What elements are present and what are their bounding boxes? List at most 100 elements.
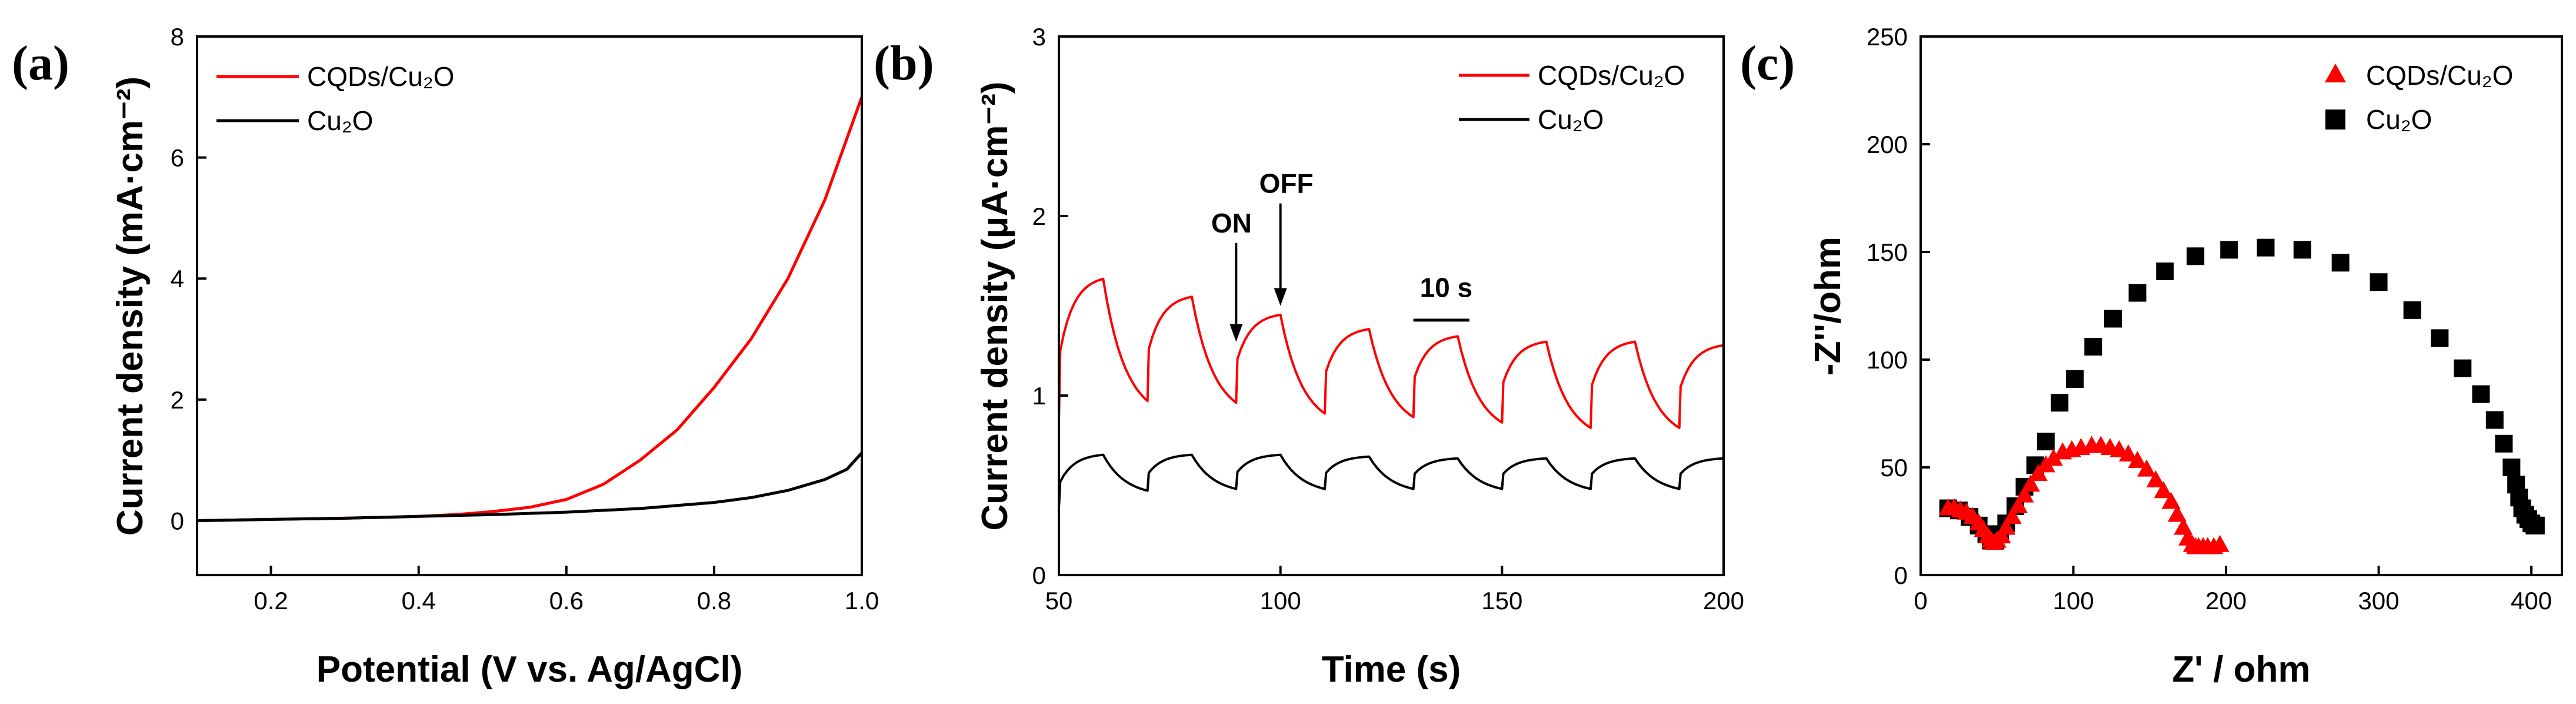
- data-point-square: [2156, 262, 2174, 280]
- y-tick-label: 50: [1880, 454, 1908, 481]
- panel-c-legend: CQDs/Cu₂O Cu₂O: [2325, 60, 2513, 135]
- panel-b-x-axis-title: Time (s): [1322, 649, 1461, 690]
- series-line-cqds-cu2o: [1058, 277, 1724, 429]
- x-tick-label: 400: [2511, 587, 2552, 615]
- x-tick-label: 0.6: [549, 587, 584, 615]
- on-arrow-head: [1229, 324, 1243, 342]
- y-tick-label: 2: [1032, 202, 1046, 230]
- data-point-triangle: [2161, 492, 2181, 509]
- data-point-square: [2403, 301, 2421, 319]
- y-tick-label: 150: [1867, 238, 1908, 266]
- panel-a-x-ticks: 0.2 0.4 0.6 0.8 1.0: [254, 566, 879, 615]
- x-tick-label: 0.8: [697, 587, 731, 615]
- series-line-cu2o: [196, 451, 863, 522]
- x-tick-label: 200: [2205, 587, 2247, 615]
- panel-a-legend: CQDs/Cu₂O Cu₂O: [216, 61, 454, 136]
- legend-marker-triangle: [2325, 64, 2346, 82]
- y-tick-label: 3: [1032, 23, 1046, 51]
- data-point-triangle: [2044, 449, 2063, 466]
- data-point-triangle: [2009, 496, 2028, 513]
- panel-b-y-ticks: 0 1 2 3: [1032, 23, 1068, 589]
- panel-c: (c) 0 100 200 300 400 0 50 100 150 200 250 Z' / o…: [1740, 23, 2563, 690]
- x-tick-label: 200: [1703, 587, 1744, 615]
- data-point-square: [2257, 238, 2275, 257]
- data-point-square: [2293, 241, 2311, 259]
- data-point-square: [2485, 411, 2504, 429]
- panel-a-y-axis-title: Current density (mA·cm⁻²): [110, 77, 151, 536]
- data-point-square: [2084, 338, 2102, 356]
- panel-a: (a) 0.2 0.4 0.6 0.8 1.0 0 2 4 6 8 Potential (V v…: [12, 23, 879, 690]
- data-point-triangle: [2128, 451, 2147, 469]
- legend-label-cqds: CQDs/Cu₂O: [2366, 60, 2513, 91]
- on-annotation-label: ON: [1211, 208, 1252, 238]
- y-tick-label: 100: [1867, 346, 1908, 374]
- data-point-square: [2066, 370, 2084, 388]
- panel-b-label: (b): [874, 36, 934, 91]
- data-point-triangle: [2137, 459, 2157, 477]
- panel-c-plot-area: [1938, 238, 2545, 554]
- panel-b-frame: [1058, 35, 1725, 576]
- data-point-triangle: [2028, 463, 2048, 481]
- data-point-square: [2220, 241, 2238, 259]
- y-tick-label: 6: [171, 144, 184, 172]
- panel-b: (b) 50 100 150 200 0 1 2 3 Time (s) Current de…: [874, 23, 1744, 690]
- data-point-triangle: [2154, 481, 2173, 499]
- data-point-triangle: [2002, 507, 2022, 524]
- data-point-square: [2527, 516, 2545, 534]
- panel-b-annotations: ON OFF 10 s: [1211, 168, 1472, 342]
- y-tick-label: 4: [171, 265, 184, 293]
- x-tick-label: 100: [1260, 587, 1301, 615]
- x-tick-label: 50: [1045, 587, 1073, 615]
- data-point-square: [2454, 359, 2472, 377]
- panel-a-y-ticks: 0 2 4 6 8: [171, 23, 206, 534]
- y-tick-label: 0: [171, 507, 184, 534]
- legend-label-cqds: CQDs/Cu₂O: [307, 61, 454, 92]
- x-tick-label: 0.4: [401, 587, 435, 615]
- data-point-square: [2187, 247, 2205, 265]
- data-point-square: [2502, 459, 2521, 476]
- series-line-cu2o: [1058, 453, 1724, 509]
- panel-c-x-ticks: 0 100 200 300 400: [1914, 566, 2552, 615]
- panel-a-label: (a): [12, 36, 69, 91]
- y-tick-label: 0: [1894, 562, 1908, 589]
- y-tick-label: 2: [171, 386, 184, 414]
- panel-c-frame: [1919, 35, 2563, 576]
- panel-b-plot-area: [1058, 277, 1724, 509]
- data-point-triangle: [2118, 444, 2138, 462]
- panel-c-y-axis-title: -Z''/ohm: [1808, 237, 1848, 376]
- panel-b-x-ticks: 50 100 150 200: [1045, 566, 1744, 615]
- data-point-triangle: [2021, 474, 2040, 492]
- data-point-square: [2331, 254, 2350, 272]
- panel-a-frame: [196, 35, 863, 576]
- x-tick-label: 100: [2052, 587, 2094, 615]
- panel-c-y-ticks: 0 50 100 150 200 250: [1867, 23, 1930, 589]
- data-point-triangle: [2015, 485, 2034, 503]
- data-point-triangle: [2168, 504, 2187, 522]
- x-tick-label: 0.2: [254, 587, 288, 615]
- x-tick-label: 150: [1481, 587, 1522, 615]
- y-tick-label: 200: [1867, 131, 1908, 158]
- legend-marker-square: [2325, 109, 2345, 129]
- legend-label-cu2o: Cu₂O: [1538, 104, 1604, 135]
- data-point-square: [2051, 394, 2069, 412]
- series-line-cqds-cu2o: [196, 96, 864, 522]
- series-markers-cu2o: [1939, 238, 2545, 550]
- series-markers-cqds-cu2o: [1938, 436, 2230, 554]
- data-point-square: [2128, 284, 2147, 302]
- y-tick-label: 250: [1867, 23, 1908, 51]
- data-point-triangle: [1997, 517, 2016, 535]
- legend-label-cqds: CQDs/Cu₂O: [1538, 60, 1685, 91]
- panel-c-x-axis-title: Z' / ohm: [2172, 649, 2310, 690]
- data-point-triangle: [2210, 534, 2230, 552]
- x-tick-label: 0: [1914, 587, 1927, 615]
- panel-a-x-axis-title: Potential (V vs. Ag/AgCl): [316, 649, 743, 690]
- y-tick-label: 8: [171, 23, 184, 51]
- off-arrow-head: [1274, 288, 1287, 306]
- y-tick-label: 0: [1032, 562, 1046, 589]
- panel-b-legend: CQDs/Cu₂O Cu₂O: [1459, 60, 1685, 135]
- data-point-triangle: [1992, 526, 2011, 544]
- panel-b-y-axis-title: Current density (μA·cm⁻²): [975, 81, 1015, 530]
- data-point-square: [2495, 434, 2513, 453]
- data-point-square: [2472, 385, 2490, 403]
